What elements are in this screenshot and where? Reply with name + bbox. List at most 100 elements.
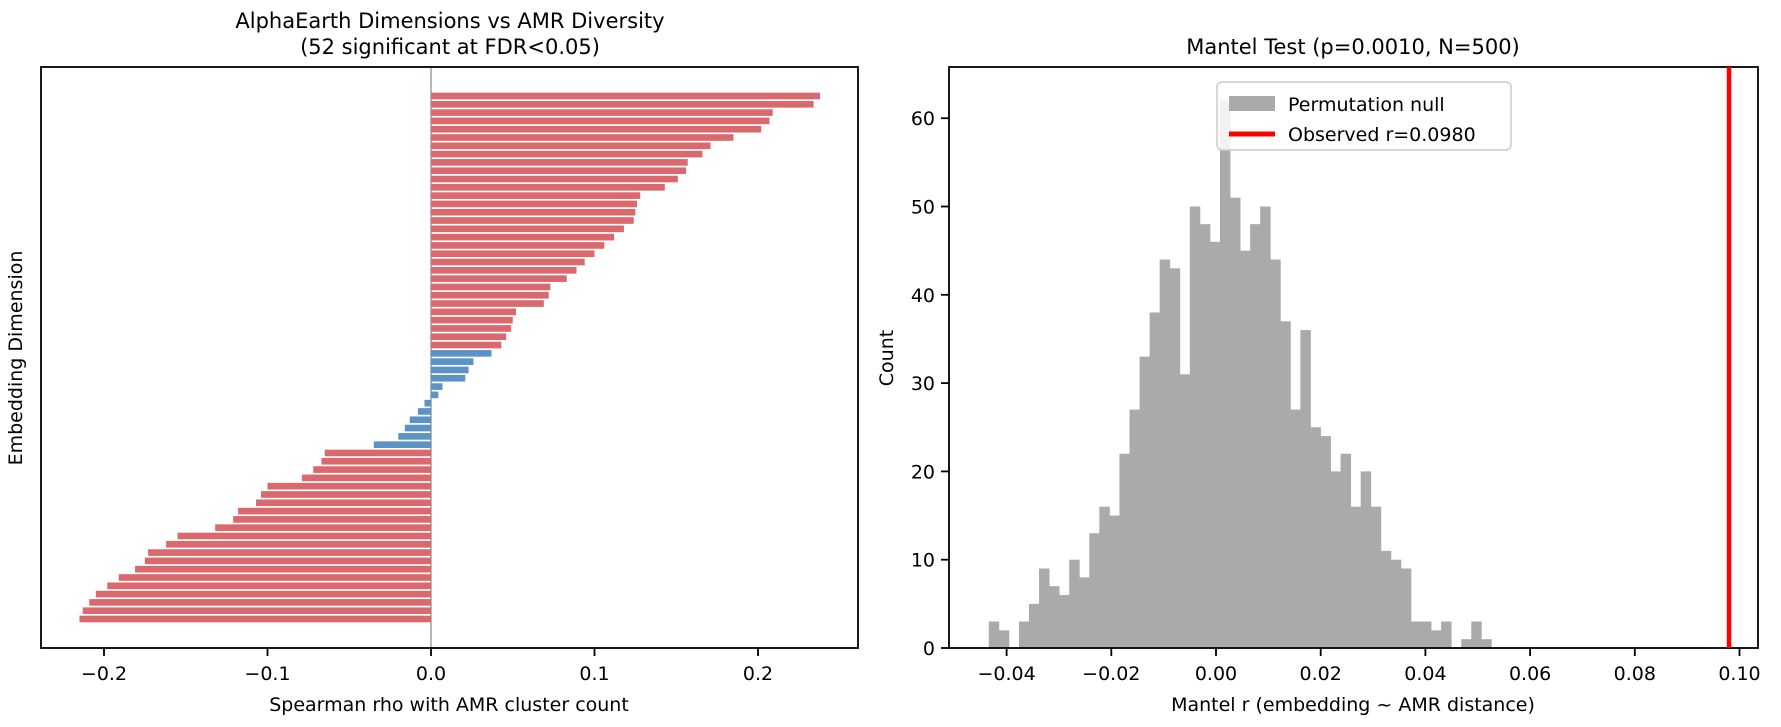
hist-bin — [1089, 533, 1100, 648]
y-tick-label: 20 — [911, 461, 935, 483]
bar-nonsignificant — [431, 374, 466, 382]
bar-significant — [321, 457, 431, 465]
bar-significant — [431, 100, 814, 108]
bar-significant — [431, 92, 821, 100]
hist-bin — [1310, 427, 1321, 648]
bar-significant — [431, 300, 544, 307]
bar-significant — [431, 325, 512, 332]
hist-bin — [1461, 639, 1472, 648]
hist-bin — [1129, 409, 1140, 648]
bar-significant — [301, 474, 431, 482]
hist-bin — [1059, 595, 1070, 648]
bar-significant — [431, 258, 585, 266]
legend: Permutation null Observed r=0.0980 — [1216, 81, 1512, 151]
bar-significant — [89, 599, 431, 606]
hist-bin — [1219, 100, 1231, 648]
left-chart-xlabel: Spearman rho with AMR cluster count — [269, 694, 629, 716]
x-tick-label: 0.10 — [1718, 663, 1760, 685]
axes-spines — [40, 66, 859, 649]
bar-significant — [256, 499, 431, 507]
bar-significant — [431, 208, 636, 216]
bar-significant — [431, 159, 688, 166]
y-tick-label: 30 — [911, 373, 935, 395]
x-tick-label: −0.2 — [81, 663, 127, 685]
bar-nonsignificant — [431, 391, 439, 399]
hist-bin — [1209, 241, 1221, 649]
hist-bin — [1380, 550, 1392, 648]
hist-bin — [1300, 330, 1311, 648]
bar-significant — [148, 549, 431, 556]
left-chart-ylabel: Embedding Dimension — [5, 251, 27, 466]
left-bar-chart: −0.2 −0.1 0.0 0.1 0.2 — [40, 66, 859, 685]
bar-significant — [431, 225, 624, 233]
hist-bin — [1199, 224, 1211, 648]
x-tick-label: 0.1 — [579, 663, 609, 685]
hist-bin — [1039, 568, 1050, 648]
bar-nonsignificant — [431, 350, 492, 357]
bar-significant — [431, 341, 502, 349]
hist-bin — [1240, 250, 1251, 648]
bar-significant — [431, 200, 638, 208]
legend-box — [1216, 81, 1512, 151]
bar-significant — [431, 125, 762, 133]
hist-bin — [1149, 312, 1161, 648]
bar-significant — [431, 134, 734, 141]
bar-significant — [431, 308, 517, 316]
hist-bin — [1471, 621, 1482, 648]
bar-significant — [431, 175, 678, 183]
hist-bin — [1340, 453, 1352, 648]
hist-bin — [1350, 506, 1362, 648]
bar-significant — [118, 574, 431, 581]
bar-significant — [215, 524, 431, 532]
hist-bin — [1441, 621, 1452, 648]
hist-bin — [1250, 224, 1261, 648]
hist-bin — [1390, 559, 1402, 648]
x-tick-label: 0.04 — [1404, 663, 1446, 685]
bar-significant — [431, 183, 665, 191]
bar-significant — [431, 217, 634, 224]
hist-bin — [1079, 577, 1090, 648]
bar-significant — [238, 507, 431, 515]
bar-significant — [267, 482, 431, 490]
hist-bin — [1290, 409, 1301, 648]
y-tick-label: 10 — [911, 550, 935, 572]
bar-nonsignificant — [424, 399, 431, 407]
x-tick-label: 0.0 — [416, 663, 446, 685]
bar-nonsignificant — [409, 416, 431, 424]
bar-nonsignificant — [431, 383, 443, 390]
left-chart-title-line1: AlphaEarth Dimensions vs AMR Diversity — [235, 9, 664, 33]
left-chart-title-line2: (52 significant at FDR<0.05) — [300, 35, 600, 59]
legend-label-permutation-null: Permutation null — [1288, 94, 1445, 116]
x-tick-label: 0.00 — [1195, 663, 1237, 685]
bar-significant — [95, 590, 431, 598]
right-chart-title: Mantel Test (p=0.0010, N=500) — [1186, 35, 1520, 59]
hist-bin — [1431, 630, 1442, 648]
hist-bin — [1280, 321, 1291, 648]
hist-bin — [1370, 506, 1382, 648]
bar-significant — [431, 316, 513, 324]
x-tick-label: −0.1 — [244, 663, 290, 685]
bar-significant — [431, 275, 567, 282]
hist-bin — [1320, 436, 1331, 648]
hist-bin — [1018, 621, 1030, 648]
hist-bin — [1159, 259, 1171, 648]
bar-significant — [107, 582, 432, 590]
bar-significant — [431, 267, 577, 274]
x-tick-label: 0.06 — [1509, 663, 1551, 685]
hist-bin — [1179, 374, 1191, 648]
hist-bin — [1119, 453, 1130, 648]
axes-spines — [948, 66, 1759, 649]
x-tick-label: 0.2 — [743, 663, 773, 685]
bar-nonsignificant — [398, 433, 431, 440]
bar-significant — [431, 233, 615, 241]
bar-significant — [79, 615, 431, 623]
hist-bin — [1330, 471, 1341, 648]
legend-patch-permutation-null — [1229, 96, 1275, 111]
bar-significant — [431, 333, 507, 341]
bar-significant — [431, 109, 773, 116]
bar-significant — [324, 449, 431, 457]
bar-significant — [260, 491, 431, 498]
bar-significant — [233, 516, 431, 523]
bar-significant — [431, 150, 703, 158]
